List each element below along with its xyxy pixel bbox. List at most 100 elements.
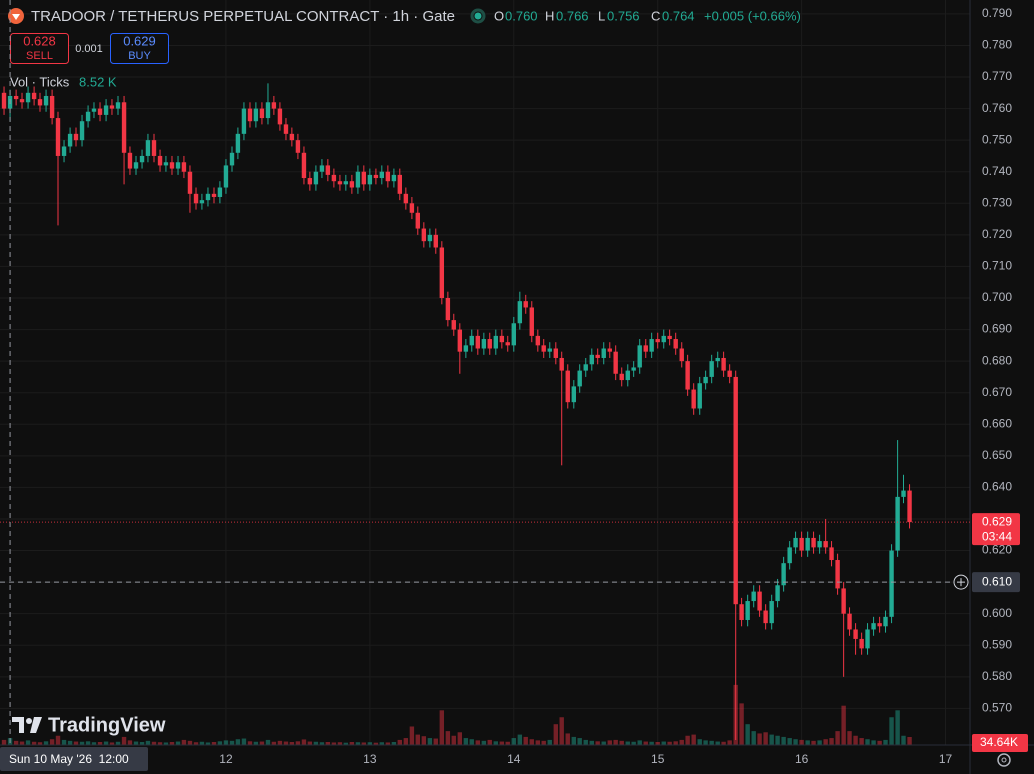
candle-body: [751, 591, 756, 602]
crosshair-x-label: Sun 10 May '26 12:00: [9, 752, 129, 766]
y-tick-label: 0.620: [982, 543, 1012, 557]
candle-body: [775, 585, 780, 602]
volume-bar: [493, 741, 498, 745]
x-tick-label: 15: [651, 752, 665, 766]
candle-body: [901, 490, 906, 497]
candle-body: [319, 165, 325, 172]
candle-body: [277, 108, 283, 125]
candle-body: [595, 354, 600, 358]
candle-body: [541, 345, 546, 352]
candle-body: [271, 102, 277, 109]
y-tick-label: 0.680: [982, 353, 1012, 367]
candle-body: [799, 537, 804, 551]
volume-bar: [589, 740, 594, 745]
candle-body: [97, 108, 103, 115]
volume-bar: [373, 742, 379, 745]
crosshair-x-box: [0, 747, 148, 771]
candle-body: [853, 629, 858, 639]
chart-title[interactable]: TRADOOR / TETHERUS PERPETUAL CONTRACT · …: [31, 8, 455, 25]
volume-bar: [907, 736, 912, 745]
logo-glyph: [12, 14, 20, 20]
volume-bar: [427, 738, 433, 745]
candle-body: [559, 357, 564, 371]
candle-body: [367, 174, 373, 185]
volume-bar: [235, 739, 241, 745]
candle-body: [241, 108, 247, 134]
candle-body: [517, 301, 523, 324]
volume-bar: [31, 741, 37, 745]
candle-body: [421, 228, 427, 242]
candle-body: [679, 348, 684, 362]
candle-body: [325, 165, 331, 175]
volume-bar: [247, 741, 253, 745]
volume-bar: [37, 742, 43, 745]
candle-body: [253, 108, 259, 122]
candle-body: [217, 187, 223, 197]
candle-body: [55, 118, 61, 156]
volume-bar: [85, 741, 91, 745]
volume-bar: [301, 739, 307, 745]
x-tick-label: 12: [219, 752, 233, 766]
volume-bar: [163, 742, 169, 745]
candle-body: [445, 298, 451, 321]
candle-body: [331, 174, 337, 182]
volume-bar: [901, 735, 906, 745]
candle-body: [349, 181, 355, 188]
candle-body: [175, 162, 181, 169]
candle-body: [739, 604, 744, 620]
volume-bar: [895, 710, 900, 745]
volume-bar: [415, 734, 420, 745]
settings-button[interactable]: [997, 753, 1011, 767]
volume-legend-label[interactable]: Vol · Ticks: [10, 74, 70, 89]
candle-body: [61, 146, 67, 156]
volume-bar: [19, 741, 25, 745]
y-tick-label: 0.600: [982, 606, 1012, 620]
volume-bar: [115, 741, 121, 745]
candle-body: [601, 348, 606, 358]
candle-body: [91, 108, 97, 112]
candle-body: [307, 178, 313, 185]
candle-body: [841, 588, 846, 614]
market-status[interactable]: [470, 8, 486, 24]
volume-bar: [643, 741, 648, 745]
candle-body: [187, 171, 193, 194]
candle-body: [25, 92, 31, 103]
candle-body: [691, 389, 696, 409]
candle-body: [715, 357, 720, 362]
volume-bar: [847, 731, 852, 745]
volume-bar: [313, 741, 319, 745]
volume-last-box: [972, 733, 1028, 752]
volume-last-label: 34.64K: [980, 735, 1018, 749]
candle-body: [313, 171, 319, 185]
candle-body: [835, 560, 840, 589]
volume-bar: [133, 741, 139, 745]
sell-label: SELL: [26, 50, 53, 62]
volume-bar: [139, 741, 145, 745]
volume-bar: [409, 726, 415, 745]
volume-bar: [217, 741, 223, 745]
volume-bar: [481, 740, 487, 745]
candle-body: [409, 203, 415, 213]
buy-button[interactable]: [110, 33, 169, 64]
volume-bar: [595, 741, 600, 745]
market-status-dot: [474, 12, 482, 20]
candle-body: [781, 563, 786, 586]
candle-body: [151, 140, 157, 156]
sell-price: 0.628: [23, 33, 56, 48]
volume-bar: [505, 741, 510, 745]
volume-bar: [367, 742, 373, 745]
candle-body: [505, 342, 510, 346]
x-tick-label: 16: [795, 752, 809, 766]
candle-body: [535, 335, 541, 346]
candle-body: [511, 323, 516, 346]
candle-body: [211, 193, 217, 197]
candle-body: [121, 102, 127, 153]
crosshair-y-box: [972, 572, 1020, 593]
volume-bar: [295, 741, 301, 745]
volume-bar: [877, 740, 882, 745]
last-price-label: 0.629: [982, 514, 1012, 528]
candle-body: [499, 335, 505, 343]
volume-bar: [787, 738, 792, 745]
volume-bar: [379, 742, 385, 745]
